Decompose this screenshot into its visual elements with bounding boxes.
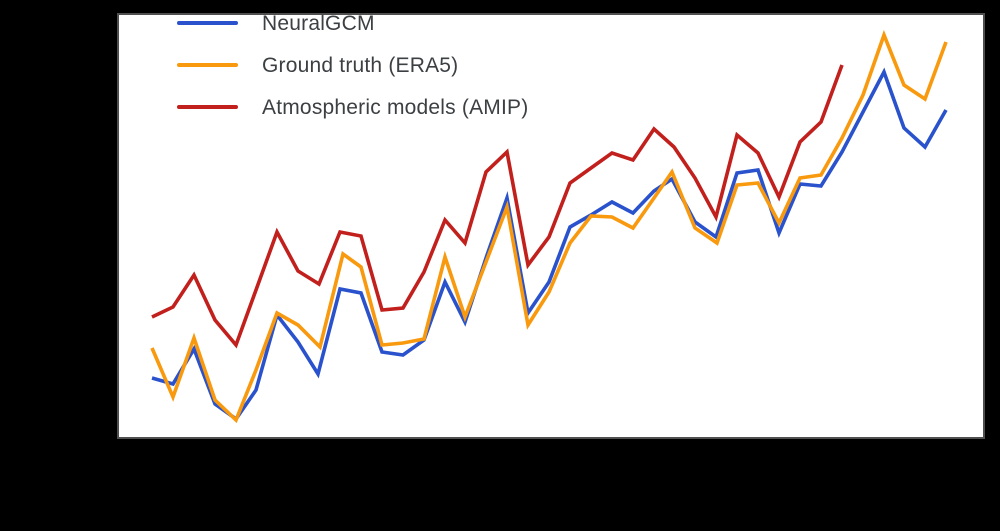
legend-line-sample-era5 (177, 63, 238, 67)
series-line-neuralgcm (151, 67, 948, 422)
chart-svg (117, 13, 985, 439)
legend-label-neuralgcm: NeuralGCM (262, 11, 375, 35)
legend: NeuralGCM Ground truth (ERA5) Atmospheri… (177, 2, 528, 128)
series-line-era5 (150, 29, 948, 424)
series-line-amip (151, 64, 844, 349)
legend-item-amip: Atmospheric models (AMIP) (177, 86, 528, 128)
legend-line-sample-amip (177, 105, 238, 109)
plot-area: NeuralGCM Ground truth (ERA5) Atmospheri… (117, 13, 985, 439)
legend-label-amip: Atmospheric models (AMIP) (262, 95, 529, 119)
series-group (150, 29, 948, 424)
legend-item-era5: Ground truth (ERA5) (177, 44, 528, 86)
plot-border (117, 13, 985, 439)
legend-line-sample-neuralgcm (177, 21, 238, 25)
legend-item-neuralgcm: NeuralGCM (177, 2, 528, 44)
legend-label-era5: Ground truth (ERA5) (262, 53, 459, 77)
